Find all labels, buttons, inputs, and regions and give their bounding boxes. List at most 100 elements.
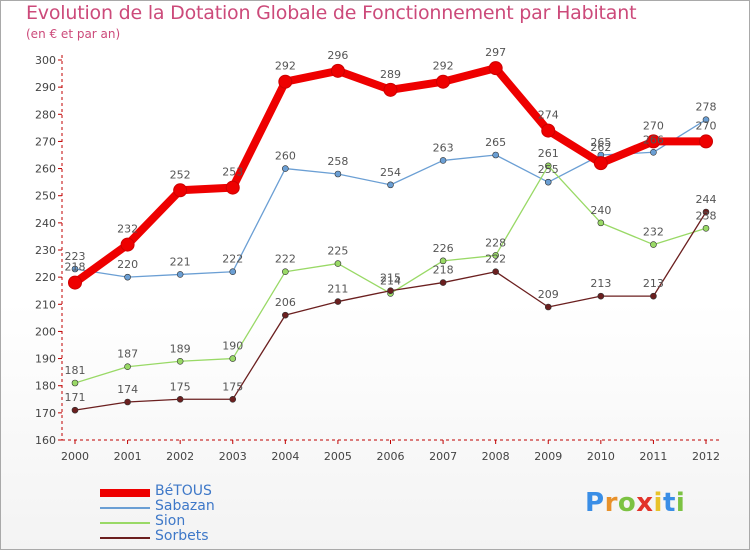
chart-title: Evolution de la Dotation Globale de Fonc…: [26, 2, 637, 24]
y-tick-label-280: 280: [35, 108, 56, 121]
x-tick-label-2004: 2004: [271, 450, 299, 463]
data-label-sorbets-2001: 174: [117, 383, 138, 396]
data-label-sion-2010: 240: [590, 204, 611, 217]
data-label-sorbets-2004: 206: [275, 296, 296, 309]
logo-letter: i: [653, 488, 663, 518]
data-point-sion-2004: [282, 268, 289, 276]
data-label-sion-2005: 225: [327, 245, 348, 258]
data-point-sabazan-2004: [282, 165, 289, 172]
y-tick-label-230: 230: [35, 244, 56, 257]
x-tick-label-2001: 2001: [114, 450, 142, 463]
legend-item-sabazan: Sabazan: [100, 498, 260, 515]
logo-letter: o: [617, 488, 637, 518]
data-point-b-tous-2010: [593, 156, 608, 171]
y-tick-label-170: 170: [35, 407, 56, 420]
data-point-sion-2000: [71, 379, 79, 387]
data-point-b-tous-2004: [278, 74, 293, 89]
data-point-b-tous-2002: [173, 183, 188, 198]
legend-item-sion: Sion: [100, 513, 260, 530]
data-point-sorbets-2011: [650, 292, 657, 300]
data-point-sion-2005: [334, 260, 342, 267]
data-label-sion-2002: 189: [170, 342, 191, 355]
data-point-sabazan-2012: [702, 116, 710, 124]
data-point-b-tous-2001: [120, 237, 135, 252]
x-tick-label-2010: 2010: [587, 450, 615, 463]
data-label-sabazan-2000: 223: [65, 250, 86, 263]
data-label-sorbets-2007: 218: [433, 264, 454, 277]
data-point-sorbets-2005: [334, 298, 342, 305]
x-tick-label-2002: 2002: [166, 450, 194, 463]
data-point-sorbets-2012: [702, 208, 710, 216]
data-label-b-tous-2008: 297: [485, 46, 506, 59]
data-point-sabazan-2011: [650, 148, 657, 156]
data-point-sabazan-2009: [544, 178, 552, 186]
data-label-b-tous-2010: 262: [590, 141, 611, 154]
x-tick-label-2006: 2006: [377, 450, 405, 463]
data-point-sorbets-2009: [544, 303, 552, 311]
data-label-sion-2003: 190: [222, 340, 243, 353]
data-label-sabazan-2007: 263: [433, 141, 454, 154]
x-tick-label-2005: 2005: [324, 450, 352, 463]
legend-label-sion: Sion: [155, 513, 186, 529]
y-tick-label-300: 300: [35, 54, 56, 67]
data-point-sion-2011: [650, 241, 657, 248]
data-label-b-tous-2002: 252: [170, 168, 191, 181]
logo-letter: t: [662, 488, 676, 518]
data-label-sabazan-2006: 254: [380, 166, 401, 179]
data-point-sabazan-2007: [439, 157, 447, 164]
logo-letter: r: [604, 488, 618, 518]
data-point-sion-2008: [492, 252, 499, 259]
data-label-sabazan-2003: 222: [222, 253, 243, 266]
data-point-sion-2003: [229, 355, 237, 362]
data-label-b-tous-2001: 232: [117, 223, 138, 236]
chart-subtitle: (en € et par an): [26, 27, 121, 41]
data-point-b-tous-2009: [541, 123, 556, 138]
data-label-sabazan-2012: 278: [696, 101, 717, 114]
y-tick-label-290: 290: [35, 81, 56, 94]
data-label-sabazan-2005: 258: [327, 155, 348, 168]
legend-item-sorbets: Sorbets: [100, 528, 260, 545]
data-label-sion-2011: 232: [643, 226, 664, 239]
y-tick-label-250: 250: [35, 190, 56, 203]
legend-swatch-sion: [100, 521, 150, 524]
data-label-sabazan-2009: 255: [538, 163, 559, 176]
data-label-sorbets-2003: 175: [222, 380, 243, 393]
legend-label-sabazan: Sabazan: [155, 498, 215, 514]
logo-letter: x: [636, 488, 654, 518]
y-tick-label-240: 240: [35, 217, 56, 230]
data-label-sion-2008: 228: [485, 236, 506, 249]
proxiti-logo: Proxiti: [585, 488, 685, 518]
logo-letter: P: [585, 488, 605, 518]
data-label-sorbets-2011: 213: [643, 277, 664, 290]
data-label-sion-2012: 238: [696, 209, 717, 222]
data-point-b-tous-2003: [225, 180, 240, 195]
data-point-sabazan-2002: [176, 271, 184, 278]
data-point-sion-2010: [597, 219, 605, 227]
x-tick-label-2009: 2009: [534, 450, 562, 463]
y-tick-label-200: 200: [35, 325, 56, 338]
data-point-b-tous-2000: [68, 275, 82, 290]
legend-swatch-sorbets: [100, 536, 150, 539]
data-point-sorbets-2007: [439, 279, 447, 286]
data-point-sorbets-2003: [229, 395, 237, 403]
data-point-sorbets-2010: [597, 292, 605, 300]
data-point-sabazan-2005: [334, 170, 342, 178]
data-point-sion-2009: [544, 162, 552, 170]
x-tick-label-2007: 2007: [429, 450, 457, 463]
data-label-b-tous-2009: 274: [538, 109, 559, 122]
data-label-sorbets-2008: 222: [485, 253, 506, 266]
data-point-b-tous-2012: [699, 134, 713, 149]
data-point-sabazan-2003: [229, 268, 237, 276]
y-tick-label-210: 210: [35, 298, 56, 311]
y-tick-label-270: 270: [35, 135, 56, 148]
data-point-sion-2012: [702, 224, 710, 232]
data-label-sabazan-2011: 266: [643, 133, 664, 146]
data-point-sion-2001: [124, 363, 131, 371]
data-point-sabazan-2001: [124, 273, 131, 281]
data-point-b-tous-2006: [383, 82, 398, 97]
data-label-sion-2009: 261: [538, 147, 559, 160]
data-point-sorbets-2008: [492, 268, 499, 276]
legend-label-sorbets: Sorbets: [155, 528, 209, 544]
